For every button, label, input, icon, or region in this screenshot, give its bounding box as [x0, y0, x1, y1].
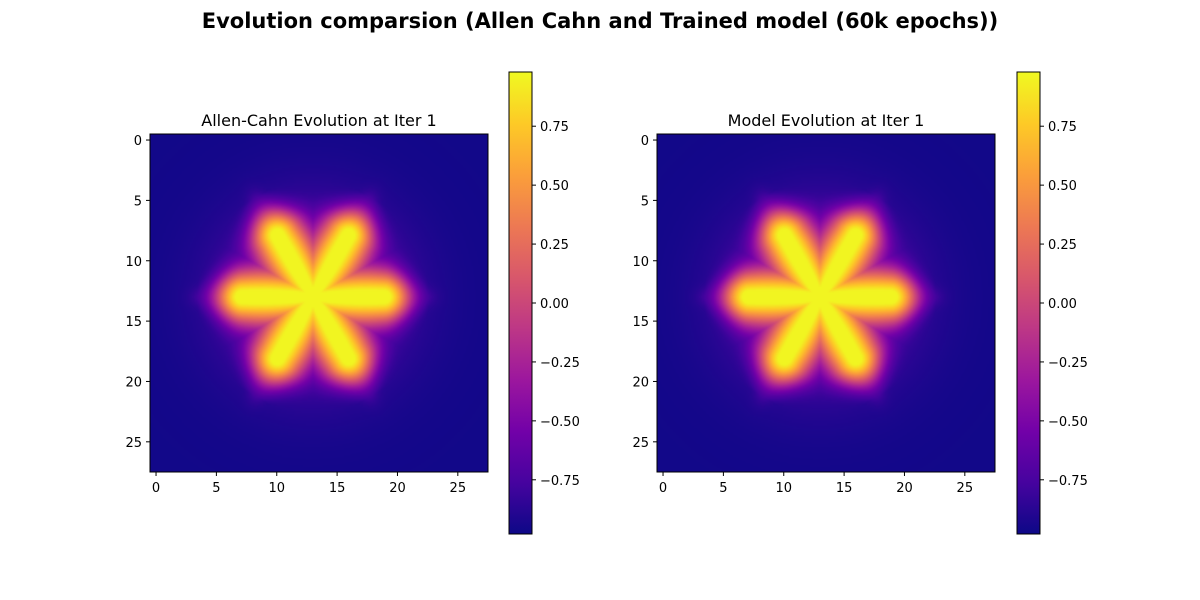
axes-frame: [149, 133, 489, 473]
x-tick-label: 25: [450, 481, 467, 496]
y-tick-label: 15: [125, 315, 142, 330]
panel-left: Allen-Cahn Evolution at Iter 1 0 5 10 15 20 25…: [125, 71, 580, 535]
x-tick-label: 15: [329, 481, 346, 496]
colorbar-tick-label: 0.75: [1048, 120, 1077, 135]
y-tick-label: 15: [632, 315, 649, 330]
x-tick-label: 0: [152, 481, 160, 496]
colorbar-tick-label: 0.25: [1048, 238, 1077, 253]
x-tick-label: 0: [659, 481, 667, 496]
y-tick-label: 20: [125, 375, 142, 390]
colorbar: [1017, 72, 1040, 534]
y-tick-label: 0: [134, 134, 142, 149]
colorbar-tick-label: −0.50: [540, 415, 580, 430]
colorbar: [509, 72, 532, 534]
y-tick-label: 0: [641, 134, 649, 149]
y-tick-label: 20: [632, 375, 649, 390]
colorbar-tick-label: −0.25: [540, 356, 580, 371]
y-tick-label: 25: [632, 436, 649, 451]
heatmap-image: [657, 134, 995, 472]
x-tick-label: 5: [212, 481, 220, 496]
colorbar-tick-label: −0.75: [540, 474, 580, 489]
colorbar-tick-label: 0.00: [540, 297, 569, 312]
colorbar-tick-label: −0.75: [1048, 474, 1088, 489]
x-tick-label: 10: [775, 481, 792, 496]
colorbar-tick-label: 0.00: [1048, 297, 1077, 312]
axes-frame: [656, 133, 996, 473]
y-tick-label: 10: [125, 255, 142, 270]
x-tick-label: 10: [268, 481, 285, 496]
colorbar-tick-label: 0.50: [1048, 179, 1077, 194]
y-tick-label: 5: [134, 194, 142, 209]
colorbar-tick-label: 0.50: [540, 179, 569, 194]
y-tick-label: 25: [125, 436, 142, 451]
colorbar-tick-label: −0.25: [1048, 356, 1088, 371]
x-tick-label: 20: [896, 481, 913, 496]
y-tick-label: 5: [641, 194, 649, 209]
x-tick-label: 20: [389, 481, 406, 496]
panel-title: Allen-Cahn Evolution at Iter 1: [201, 111, 436, 130]
x-tick-label: 5: [719, 481, 727, 496]
x-tick-label: 25: [957, 481, 974, 496]
colorbar-tick-label: 0.25: [540, 238, 569, 253]
panel-title: Model Evolution at Iter 1: [728, 111, 925, 130]
y-tick-label: 10: [632, 255, 649, 270]
figure-suptitle: Evolution comparsion (Allen Cahn and Tra…: [202, 9, 999, 33]
colorbar-tick-label: 0.75: [540, 120, 569, 135]
heatmap-image: [150, 134, 488, 472]
x-tick-label: 15: [836, 481, 853, 496]
colorbar-tick-label: −0.50: [1048, 415, 1088, 430]
panel-right: Model Evolution at Iter 1 0 5 10 15 20 25 0 5 10 1…: [632, 71, 1088, 535]
